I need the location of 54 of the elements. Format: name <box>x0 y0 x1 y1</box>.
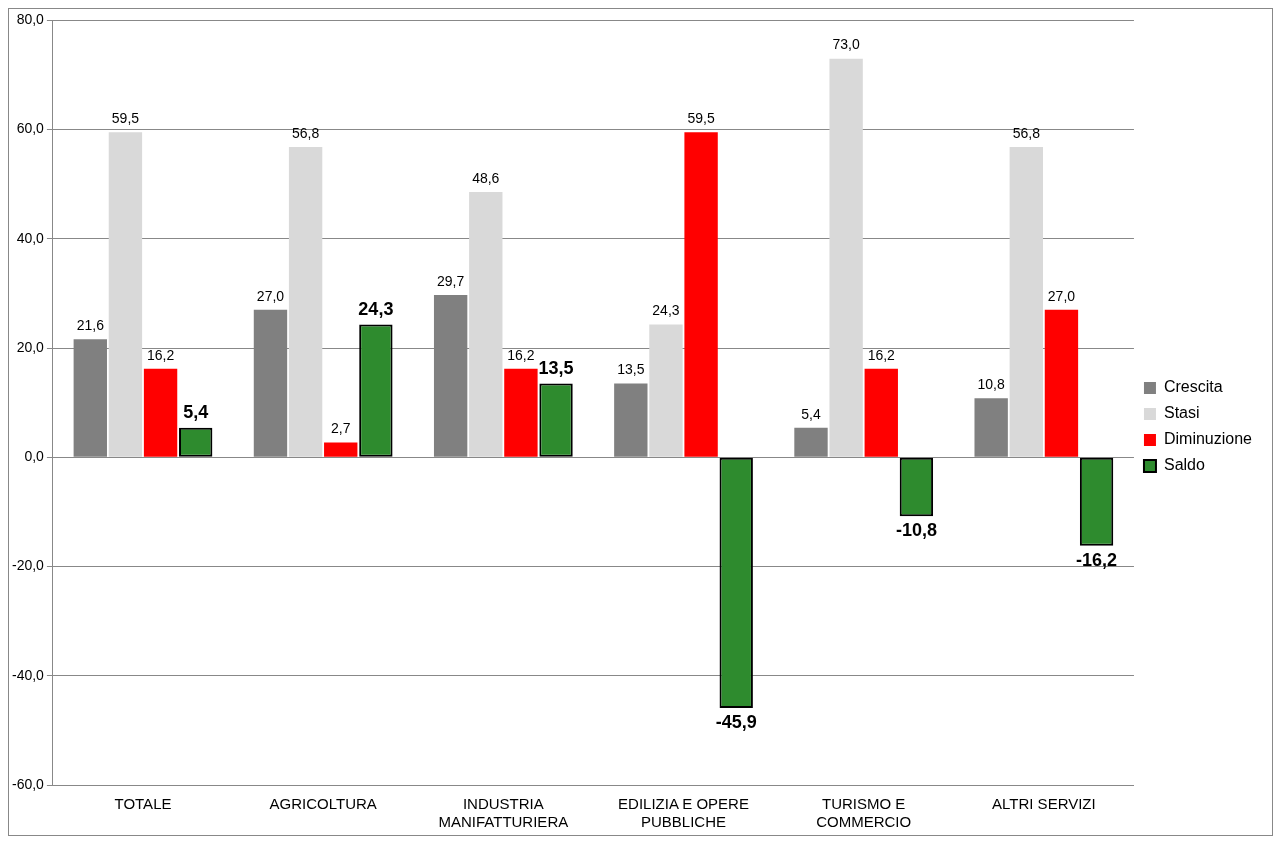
y-tick-label: -60,0 <box>11 775 45 792</box>
data-label: 56,8 <box>1012 124 1041 141</box>
bar <box>324 442 358 457</box>
data-label: 27,0 <box>1047 287 1076 304</box>
bar <box>1009 147 1043 457</box>
data-label: 16,2 <box>507 346 535 363</box>
y-tick-label: -40,0 <box>11 666 45 683</box>
data-label: 29,7 <box>437 272 465 289</box>
legend-label: Diminuzione <box>1163 430 1253 448</box>
bar <box>108 132 143 457</box>
legend-label: Crescita <box>1163 378 1223 396</box>
bar <box>864 368 898 457</box>
data-label: 27,0 <box>256 287 285 304</box>
x-tick-label: TURISMO E COMMERCIO <box>816 795 912 831</box>
data-label: 16,2 <box>146 346 175 363</box>
x-tick-label: AGRICOLTURA <box>269 795 377 813</box>
y-tick-label: 0,0 <box>24 448 45 465</box>
bar <box>684 132 718 457</box>
legend-label: Stasi <box>1163 404 1200 422</box>
x-tick-label: TOTALE <box>114 795 172 813</box>
data-label: 13,5 <box>538 357 574 378</box>
data-label: 48,6 <box>472 169 500 186</box>
x-tick-label: INDUSTRIA MANIFATTURIERA <box>438 795 569 831</box>
data-label: 2,7 <box>331 420 351 437</box>
data-label: 59,5 <box>687 110 715 127</box>
bar <box>649 324 683 457</box>
data-label: -45,9 <box>715 711 757 732</box>
y-tick-label: 40,0 <box>16 229 45 246</box>
data-label: 5,4 <box>183 401 209 422</box>
data-label: 5,4 <box>801 405 821 422</box>
bar <box>1044 309 1079 457</box>
legend-label: Saldo <box>1163 456 1205 474</box>
data-label: 73,0 <box>832 36 860 53</box>
y-tick-label: 80,0 <box>16 11 45 28</box>
y-tick-label: -20,0 <box>11 557 45 574</box>
bar <box>504 368 538 457</box>
bar <box>143 368 178 457</box>
data-label: 59,5 <box>111 110 140 127</box>
x-tick-label: EDILIZIA E OPERE PUBBLICHE <box>618 795 749 831</box>
data-label: 24,3 <box>358 298 394 319</box>
data-label: -10,8 <box>895 520 937 541</box>
data-label: 24,3 <box>652 302 680 319</box>
bar <box>469 191 503 457</box>
data-label: 13,5 <box>617 361 645 378</box>
y-tick-label: 20,0 <box>16 338 45 355</box>
data-label: 16,2 <box>867 346 896 363</box>
data-label: 21,6 <box>76 317 105 334</box>
bar <box>288 147 323 457</box>
data-label: -16,2 <box>1076 549 1118 570</box>
y-tick-label: 60,0 <box>16 120 45 137</box>
x-tick-label: ALTRI SERVIZI <box>992 795 1096 813</box>
data-label: 10,8 <box>977 376 1006 393</box>
data-label: 56,8 <box>291 124 320 141</box>
bar <box>829 58 863 457</box>
